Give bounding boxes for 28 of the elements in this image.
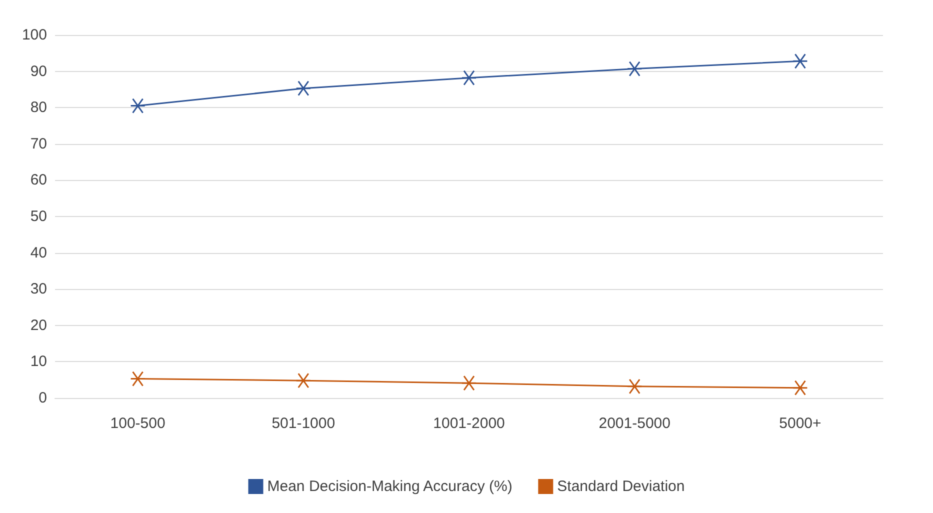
point: [130, 371, 146, 387]
y-tick-label: 90: [30, 62, 47, 80]
x-tick-label: 501-1000: [272, 415, 336, 432]
x-tick-label: 5000+: [779, 415, 822, 432]
point: [296, 372, 312, 388]
y-tick-label: 50: [30, 208, 47, 225]
point: [792, 380, 808, 396]
legend-label: Standard Deviation: [557, 478, 685, 495]
x-tick-label: 100-500: [110, 415, 166, 432]
y-tick-label: 10: [30, 353, 47, 370]
y-tick-label: 60: [30, 172, 47, 189]
point: [461, 375, 477, 391]
x-tick-label: 1001-2000: [433, 415, 505, 432]
legend-label: Mean Decision-Making Accuracy (%): [267, 478, 512, 495]
point: [296, 80, 312, 96]
point: [130, 98, 146, 114]
y-tick-label: 30: [30, 280, 47, 298]
y-tick-label: 100: [22, 26, 47, 44]
y-tick-label: 80: [30, 99, 47, 116]
x-tick-label: 2001-5000: [598, 415, 670, 432]
point: [792, 53, 808, 69]
y-tick-label: 20: [30, 316, 47, 334]
point: [461, 70, 477, 86]
y-tick-label: 70: [30, 135, 47, 152]
point: [626, 378, 642, 394]
y-tick-label: 0: [38, 390, 47, 406]
y-tick-label: 40: [30, 244, 47, 262]
point: [626, 61, 642, 77]
